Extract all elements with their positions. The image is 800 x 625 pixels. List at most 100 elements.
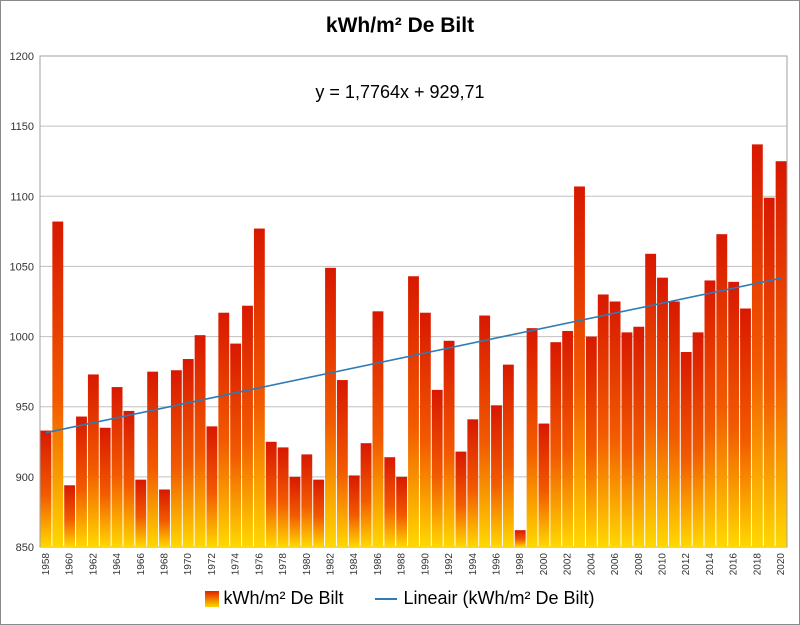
x-tick-label: 2004 (586, 553, 597, 576)
x-tick-label: 1982 (326, 553, 337, 576)
x-tick-label: 1984 (349, 553, 360, 576)
bar-1988 (396, 476, 408, 547)
y-tick-label: 900 (16, 472, 34, 484)
bar-1994 (467, 419, 479, 547)
x-tick-label: 1974 (231, 553, 242, 576)
x-tick-label: 2006 (610, 553, 621, 576)
bar-1983 (336, 380, 348, 547)
y-tick-label: 1100 (10, 191, 34, 203)
bar-1975 (242, 305, 253, 547)
bar-2015 (716, 234, 728, 548)
bar-2003 (574, 186, 585, 548)
bar-1995 (479, 315, 491, 547)
bar-1989 (408, 276, 419, 547)
bar-2010 (657, 277, 668, 547)
bar-1972 (206, 426, 218, 547)
x-tick-label: 2018 (752, 553, 763, 576)
bar-1993 (455, 451, 467, 547)
bar-2017 (740, 308, 751, 547)
bar-1990 (419, 312, 431, 547)
y-tick-label: 1150 (10, 121, 34, 133)
bar-1984 (348, 475, 360, 547)
bar-2020 (775, 161, 787, 547)
y-tick-label: 950 (16, 402, 34, 414)
x-tick-label: 1980 (302, 553, 313, 576)
legend-bar-swatch (205, 590, 220, 607)
bar-1960 (64, 485, 76, 547)
bar-1982 (325, 267, 336, 547)
x-tick-label: 1962 (88, 553, 99, 576)
bar-1964 (111, 387, 123, 547)
legend-item-trend: Lineair (kWh/m² De Bilt) (375, 588, 595, 609)
bar-1998 (514, 530, 526, 547)
bar-2014 (704, 280, 716, 547)
x-tick-label: 1966 (136, 553, 147, 576)
bar-2016 (728, 281, 740, 547)
bar-1971 (194, 335, 206, 547)
bar-1999 (526, 328, 538, 547)
legend-trend-swatch (375, 597, 398, 600)
x-tick-label: 2014 (705, 553, 716, 576)
bar-2012 (680, 352, 692, 547)
x-tick-label: 1986 (373, 553, 384, 576)
x-tick-label: 2012 (681, 553, 692, 576)
bar-1969 (170, 370, 182, 547)
bar-2013 (692, 332, 704, 547)
bar-1992 (443, 340, 455, 547)
bar-1965 (123, 410, 135, 547)
x-tick-label: 1964 (112, 553, 123, 576)
bar-1974 (230, 343, 242, 547)
bar-1967 (147, 371, 159, 547)
bar-1981 (313, 479, 325, 547)
chart-title: kWh/m² De Bilt (325, 14, 475, 37)
bar-1985 (360, 443, 372, 547)
x-tick-label: 2008 (634, 553, 645, 576)
x-tick-label: 1968 (160, 553, 171, 576)
x-tick-label: 2016 (729, 553, 740, 576)
x-tick-label: 2010 (658, 553, 669, 576)
x-tick-label: 1992 (444, 553, 455, 576)
bar-2011 (668, 301, 680, 547)
bar-1977 (265, 441, 277, 547)
legend-bars-label: kWh/m² De Bilt (223, 588, 344, 608)
bar-1987 (384, 457, 396, 547)
bar-1973 (218, 312, 230, 547)
bar-2002 (562, 330, 574, 547)
x-tick-label: 1988 (397, 553, 408, 576)
bar-1991 (431, 389, 443, 547)
bar-2018 (751, 144, 763, 547)
y-tick-label: 1000 (10, 332, 34, 344)
x-tick-label: 1970 (183, 553, 194, 576)
bar-2000 (538, 423, 550, 547)
bar-1958 (40, 430, 52, 547)
bar-2019 (763, 197, 775, 547)
x-tick-label: 1990 (420, 553, 431, 576)
x-tick-label: 1994 (468, 553, 479, 576)
bar-1968 (159, 489, 170, 547)
bar-2006 (609, 301, 621, 547)
bar-1996 (491, 405, 502, 547)
bar-1970 (182, 359, 194, 547)
legend-trend-label: Lineair (kWh/m² De Bilt) (403, 588, 595, 608)
y-tick-label: 1050 (10, 261, 34, 273)
bar-1980 (301, 454, 313, 547)
x-tick-label: 1958 (41, 553, 52, 576)
bar-2009 (645, 253, 657, 547)
y-tick-label: 850 (16, 542, 34, 554)
trendline-equation: y = 1,7764x + 929,71 (315, 82, 484, 102)
x-tick-label: 2000 (539, 553, 550, 576)
x-tick-label: 1998 (515, 553, 526, 576)
bar-1997 (502, 364, 514, 547)
bar-2004 (585, 336, 597, 547)
bar-1986 (372, 311, 384, 547)
bar-1959 (52, 221, 64, 547)
bar-2008 (633, 326, 645, 547)
bar-2001 (550, 342, 562, 547)
x-tick-label: 2020 (776, 553, 787, 576)
x-tick-label: 1960 (65, 553, 76, 576)
bar-1962 (87, 374, 99, 547)
bar-2007 (621, 332, 633, 547)
y-tick-label: 1200 (10, 51, 34, 63)
x-tick-label: 2002 (563, 553, 574, 576)
